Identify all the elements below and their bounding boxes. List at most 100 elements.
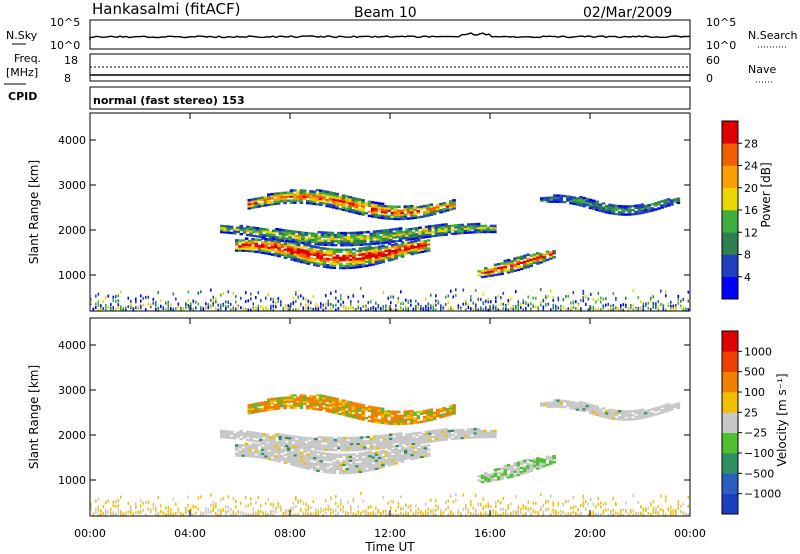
velocity-cell (387, 447, 392, 451)
velocity-cell (312, 405, 317, 409)
power-speckle (335, 308, 337, 312)
power-speckle (467, 306, 470, 310)
power-cell (510, 268, 514, 271)
power-cell (428, 225, 432, 228)
velocity-speckle (285, 509, 287, 513)
velocity-cell (381, 455, 385, 459)
velocity-cell (470, 432, 474, 435)
colorbar-tick-label: 28 (744, 137, 758, 150)
velocity-cell (408, 441, 413, 444)
velocity-speckle (460, 511, 462, 515)
velocity-cell (670, 406, 674, 409)
power-speckle (250, 308, 252, 312)
power-cell (503, 265, 508, 269)
velocity-cell (405, 433, 409, 436)
power-cell (640, 207, 645, 211)
power-speckle (432, 308, 435, 312)
velocity-cell (595, 405, 599, 408)
velocity-cell (296, 402, 300, 405)
power-cell (423, 210, 427, 214)
velocity-cell (319, 453, 324, 457)
power-speckle (595, 300, 597, 304)
power-cell (339, 264, 343, 268)
power-cell (281, 237, 286, 240)
velocity-cell (371, 466, 376, 469)
power-cell (377, 206, 382, 209)
power-cell (553, 198, 557, 201)
velocity-cell (419, 420, 424, 424)
velocity-cell (281, 433, 286, 437)
velocity-cell (393, 410, 398, 414)
power-cell (257, 205, 261, 208)
power-cell (366, 236, 370, 240)
colorbar-swatch (722, 473, 738, 494)
power-cell (313, 251, 317, 255)
velocity-cell (559, 403, 564, 407)
power-cell (449, 204, 453, 207)
velocity-cell (452, 410, 456, 413)
velocity-cell (317, 444, 322, 447)
velocity-cell (393, 414, 398, 418)
power-cell (361, 209, 365, 212)
power-cell (415, 235, 419, 238)
velocity-cell (434, 439, 439, 442)
power-cell (303, 259, 307, 263)
power-cell (329, 262, 333, 265)
velocity-speckle (425, 512, 427, 516)
velocity-cell (572, 407, 577, 410)
power-cell (536, 260, 540, 263)
power-speckle (395, 304, 397, 308)
power-cell (397, 254, 402, 257)
power-cell (608, 207, 612, 211)
velocity-speckle (595, 512, 597, 516)
power-cell (390, 215, 395, 219)
power-cell (391, 250, 395, 253)
velocity-cell (389, 433, 393, 436)
velocity-cell (463, 432, 468, 435)
velocity-cell (332, 407, 336, 410)
power-cell (397, 246, 402, 249)
power-cell (358, 259, 363, 262)
power-cell (250, 204, 255, 207)
power-cell (372, 240, 377, 243)
power-cell (241, 245, 246, 248)
velocity-cell (368, 458, 372, 462)
power-speckle (215, 297, 217, 301)
power-cell (264, 237, 268, 241)
velocity-cell (223, 430, 227, 433)
power-speckle (547, 295, 550, 299)
power-cell (449, 208, 453, 211)
velocity-speckle (532, 510, 535, 514)
velocity-cell (332, 453, 337, 456)
velocity-cell (374, 410, 378, 414)
power-cell (288, 233, 292, 237)
power-cell (394, 249, 398, 252)
power-speckle (677, 294, 680, 298)
power-cell (250, 202, 255, 205)
velocity-cell (311, 441, 315, 444)
power-cell (278, 234, 283, 237)
power-cell (356, 233, 361, 236)
power-cell (251, 242, 255, 245)
power-speckle (307, 302, 310, 306)
power-cell (314, 238, 318, 242)
velocity-cell (575, 404, 580, 407)
velocity-cell (330, 444, 335, 448)
power-speckle (227, 300, 230, 304)
velocity-cell (552, 457, 556, 460)
velocity-cell (421, 437, 426, 440)
velocity-cell (365, 451, 369, 454)
power-cell (395, 231, 400, 235)
power-cell (381, 244, 385, 248)
velocity-speckle (127, 510, 130, 514)
power-cell (513, 263, 517, 266)
power-cell (395, 239, 400, 243)
power-cell (398, 227, 403, 230)
cpid-label: CPID (8, 90, 37, 103)
power-cell (368, 257, 372, 261)
power-speckle (640, 300, 642, 304)
power-cell (248, 245, 252, 249)
power-speckle (545, 296, 547, 300)
power-cell (627, 211, 632, 214)
power-speckle (502, 291, 505, 295)
